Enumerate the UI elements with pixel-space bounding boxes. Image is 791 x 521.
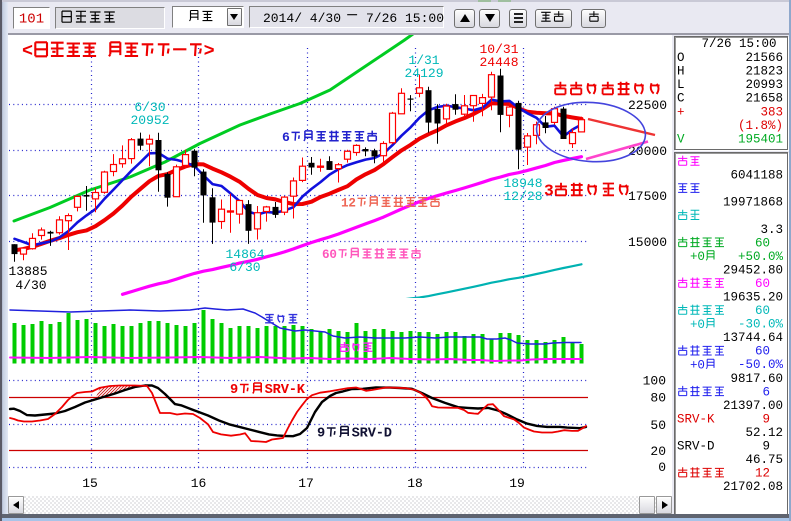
svg-text:0: 0 [329, 248, 337, 262]
svg-text:20952: 20952 [130, 113, 169, 128]
svg-text:6041188: 6041188 [730, 169, 783, 183]
svg-text:101: 101 [19, 12, 44, 28]
svg-text:22500: 22500 [628, 98, 667, 113]
svg-text:3: 3 [544, 181, 554, 200]
svg-text:15000: 15000 [628, 235, 667, 250]
svg-text:+: + [690, 250, 698, 264]
svg-text:D: D [384, 427, 392, 442]
svg-text:V: V [677, 132, 685, 146]
svg-text:20993: 20993 [745, 78, 783, 92]
svg-text:H: H [677, 65, 685, 79]
svg-text:9: 9 [762, 440, 770, 454]
svg-text:9817.60: 9817.60 [730, 372, 783, 386]
svg-text:12: 12 [755, 467, 770, 481]
svg-text:12/28: 12/28 [503, 189, 542, 204]
svg-text:>: > [204, 41, 215, 62]
svg-text:-: - [289, 383, 297, 398]
svg-text:60: 60 [755, 345, 770, 359]
svg-text:13885: 13885 [8, 264, 47, 279]
svg-text:1: 1 [341, 196, 349, 210]
svg-text:17: 17 [298, 476, 314, 491]
svg-text:383: 383 [760, 105, 783, 119]
svg-text:R: R [273, 383, 282, 398]
svg-text:K: K [297, 383, 306, 398]
svg-text:80: 80 [650, 391, 666, 406]
svg-text:6/30: 6/30 [134, 100, 165, 115]
svg-text:21566: 21566 [745, 51, 783, 65]
svg-text:46.75: 46.75 [745, 453, 783, 467]
svg-text:9: 9 [317, 427, 325, 442]
svg-text:+: + [677, 105, 685, 119]
svg-text:1/31: 1/31 [408, 53, 439, 68]
svg-text:10/31: 10/31 [479, 42, 518, 57]
svg-text:19635.20: 19635.20 [723, 291, 783, 305]
svg-text:(1.8%): (1.8%) [738, 119, 783, 133]
svg-text:0: 0 [697, 250, 705, 264]
svg-text:L: L [677, 78, 685, 92]
svg-text:100: 100 [643, 374, 666, 389]
svg-text:6: 6 [282, 130, 290, 145]
svg-text:60: 60 [755, 304, 770, 318]
svg-text:60: 60 [755, 236, 770, 250]
svg-text:V: V [281, 383, 290, 398]
svg-text:S: S [352, 427, 360, 442]
svg-text:9: 9 [762, 412, 770, 426]
svg-text:+: + [690, 359, 698, 373]
svg-text:18948: 18948 [503, 176, 542, 191]
svg-text:SRV-D: SRV-D [677, 440, 715, 454]
svg-text:195401: 195401 [738, 132, 783, 146]
svg-text:C: C [677, 92, 685, 106]
svg-text:52.12: 52.12 [745, 426, 783, 440]
svg-text:2: 2 [348, 196, 356, 210]
svg-text:17500: 17500 [628, 189, 667, 204]
svg-text:15: 15 [82, 476, 98, 491]
svg-text:21658: 21658 [745, 92, 783, 106]
svg-text:29452.80: 29452.80 [723, 263, 783, 277]
svg-text:7/26 15:00: 7/26 15:00 [701, 37, 776, 51]
svg-text:20: 20 [650, 444, 666, 459]
svg-text:-50.0%: -50.0% [738, 358, 784, 372]
svg-text:4/30: 4/30 [15, 278, 46, 293]
svg-text:+: + [690, 318, 698, 332]
svg-text:50: 50 [650, 418, 666, 433]
svg-text:R: R [360, 427, 369, 442]
svg-text:16: 16 [191, 476, 207, 491]
svg-text:+50.0%: +50.0% [738, 250, 784, 264]
svg-text:19: 19 [509, 476, 525, 491]
svg-text:0: 0 [658, 460, 666, 475]
svg-text:-: - [376, 427, 384, 442]
svg-text:0: 0 [697, 318, 705, 332]
svg-text:13744.64: 13744.64 [723, 331, 783, 345]
svg-text:14864: 14864 [225, 247, 264, 262]
svg-text:60: 60 [755, 277, 770, 291]
svg-text:2014/ 4/30: 2014/ 4/30 [263, 11, 341, 26]
svg-text:21702.08: 21702.08 [723, 480, 783, 494]
svg-text:24129: 24129 [404, 66, 443, 81]
svg-text:19971868: 19971868 [723, 196, 783, 210]
svg-text:6: 6 [322, 248, 330, 262]
svg-text:7/26 15:00: 7/26 15:00 [366, 11, 444, 26]
svg-text:0: 0 [697, 359, 705, 373]
svg-text:<: < [22, 41, 33, 62]
svg-text:20000: 20000 [628, 144, 667, 159]
svg-text:6/30: 6/30 [229, 260, 260, 275]
svg-text:O: O [677, 51, 685, 65]
svg-text:SRV-K: SRV-K [677, 412, 715, 426]
svg-text:9: 9 [230, 383, 238, 398]
svg-text:S: S [265, 383, 273, 398]
svg-text:21823: 21823 [745, 65, 783, 79]
svg-text:18: 18 [407, 476, 423, 491]
svg-text:6: 6 [762, 385, 770, 399]
svg-text:21397.00: 21397.00 [723, 399, 783, 413]
svg-text:24448: 24448 [479, 55, 518, 70]
svg-text:3.3: 3.3 [760, 223, 783, 237]
svg-text:V: V [368, 427, 377, 442]
svg-text:-30.0%: -30.0% [738, 318, 784, 332]
